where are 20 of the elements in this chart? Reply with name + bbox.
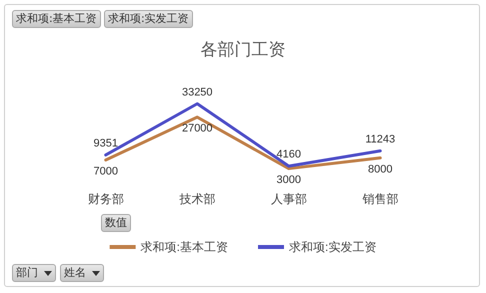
data-label: 3000 bbox=[276, 174, 301, 186]
chart-title: 各部门工资 bbox=[200, 40, 286, 59]
legend-label: 求和项:基本工资 bbox=[140, 240, 228, 254]
data-label: 9351 bbox=[94, 137, 118, 150]
x-tick-label: 财务部 bbox=[88, 192, 124, 206]
data-label: 27000 bbox=[182, 122, 213, 135]
text: 部门 bbox=[16, 266, 38, 280]
text: 姓名 bbox=[64, 266, 86, 280]
data-label: 4160 bbox=[276, 148, 301, 161]
x-tick-label: 技术部 bbox=[178, 192, 216, 206]
x-tick-label: 销售部 bbox=[361, 192, 398, 206]
text: 求和项:实发工资 bbox=[108, 12, 189, 26]
data-label: 8000 bbox=[368, 163, 392, 176]
x-tick-label: 人事部 bbox=[270, 192, 307, 206]
legend-label: 求和项:实发工资 bbox=[289, 240, 376, 254]
data-label: 11243 bbox=[365, 133, 396, 146]
data-label: 33250 bbox=[182, 86, 213, 98]
data-label: 7000 bbox=[94, 166, 118, 178]
text: 求和项:基本工资 bbox=[16, 12, 97, 26]
text: 数值 bbox=[105, 216, 127, 230]
